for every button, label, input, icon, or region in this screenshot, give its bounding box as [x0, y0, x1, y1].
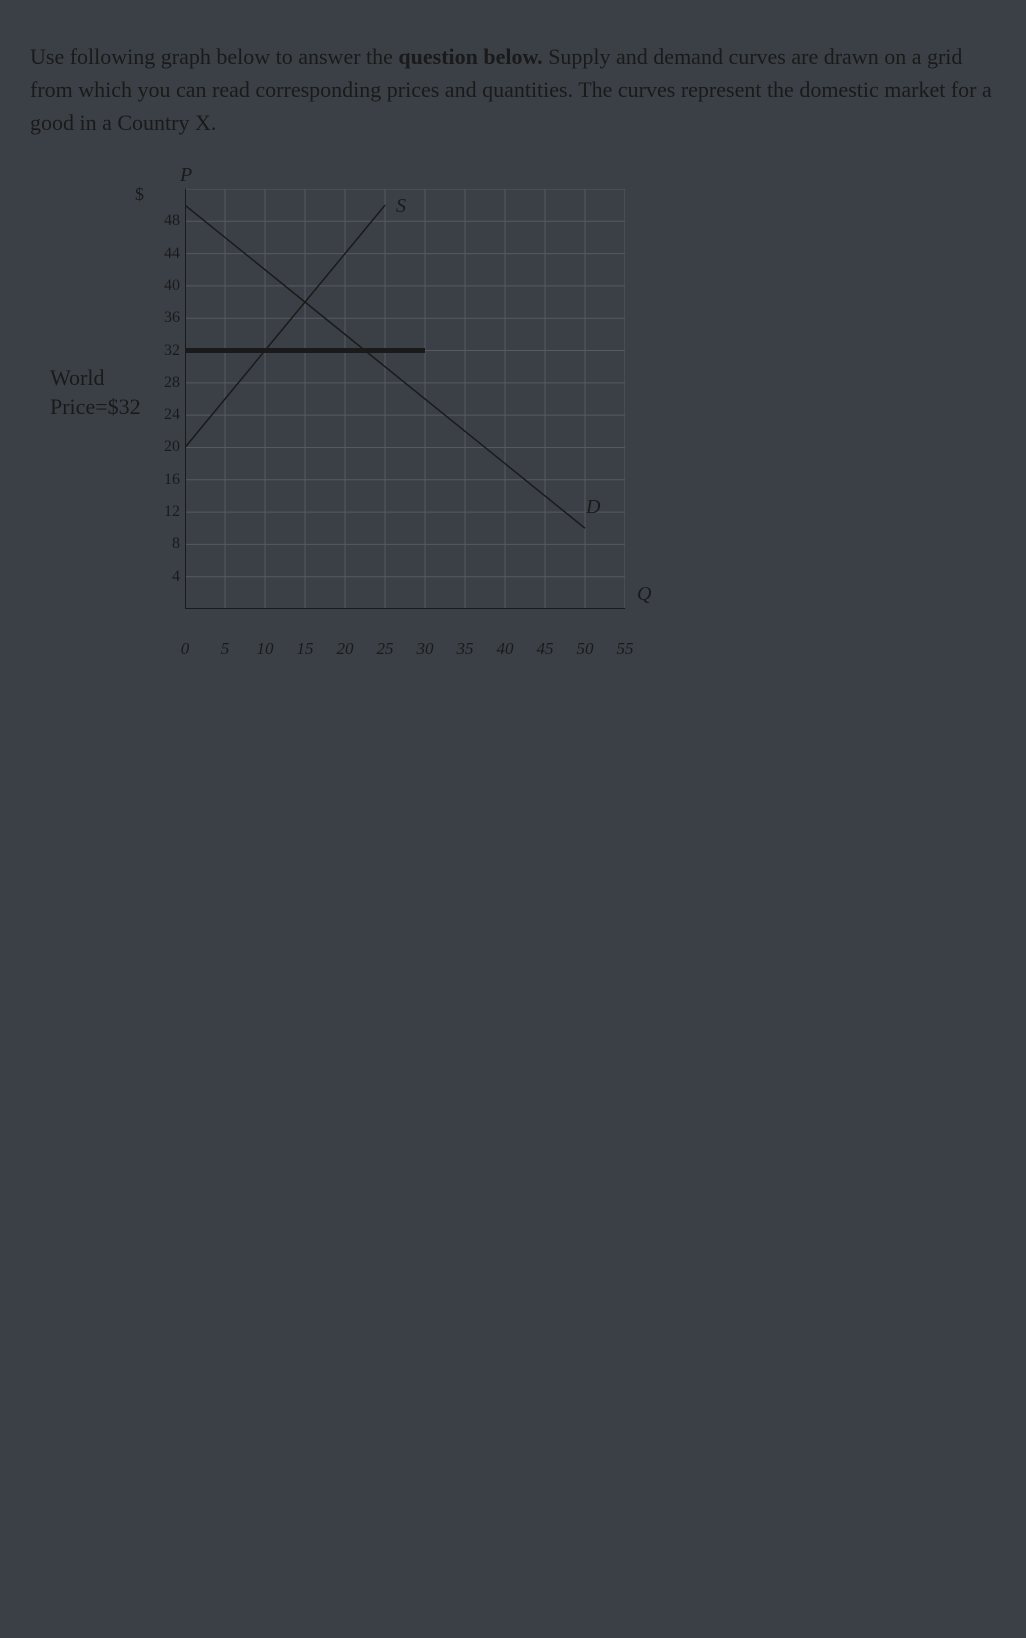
x-tick-label: 20: [337, 639, 354, 659]
x-tick-label: 30: [417, 639, 434, 659]
question-text: Use following graph below to answer the …: [30, 40, 996, 139]
x-tick-label: 25: [377, 639, 394, 659]
x-tick-label: 0: [181, 639, 190, 659]
x-tick-label: 35: [457, 639, 474, 659]
x-tick-label: 40: [497, 639, 514, 659]
x-tick-label: 45: [537, 639, 554, 659]
axis-q-label: Q: [637, 583, 651, 606]
question-prefix: Use following graph below to answer the: [30, 44, 398, 69]
question-bold: question below.: [398, 44, 542, 69]
chart-wrap: $ P 4812162024283236404448 0510152025303…: [185, 189, 625, 614]
y-tick-label: 44: [150, 245, 180, 263]
y-tick-label: 16: [150, 471, 180, 489]
y-tick-label: 8: [150, 535, 180, 553]
y-tick-label: 24: [150, 406, 180, 424]
x-tick-label: 10: [257, 639, 274, 659]
x-tick-label: 15: [297, 639, 314, 659]
axis-dollar-label: $: [135, 184, 144, 205]
demand-label: D: [586, 496, 600, 519]
y-tick-label: 20: [150, 438, 180, 456]
supply-label: S: [396, 195, 406, 218]
x-tick-label: 5: [221, 639, 230, 659]
y-tick-label: 36: [150, 309, 180, 327]
y-tick-label: 4: [150, 568, 180, 586]
axis-p-label: P: [180, 164, 192, 187]
chart-area: World Price=$32 $ P 48121620242832364044…: [50, 189, 996, 614]
supply-demand-chart: [185, 189, 625, 609]
y-tick-label: 28: [150, 374, 180, 392]
y-tick-label: 32: [150, 342, 180, 360]
x-tick-label: 55: [617, 639, 634, 659]
y-tick-label: 12: [150, 503, 180, 521]
y-tick-label: 40: [150, 277, 180, 295]
x-tick-label: 50: [577, 639, 594, 659]
y-tick-label: 48: [150, 212, 180, 230]
